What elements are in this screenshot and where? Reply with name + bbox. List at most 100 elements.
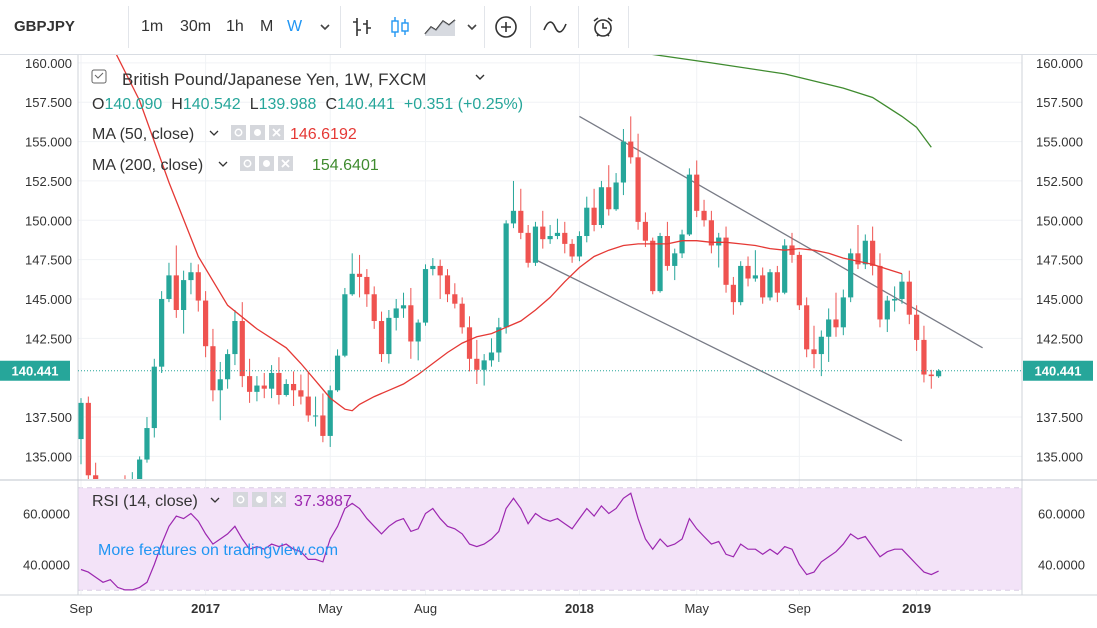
candle-body — [225, 354, 231, 380]
candle-body — [166, 275, 172, 299]
candle-body — [921, 339, 927, 375]
bar-chart-icon[interactable] — [348, 12, 378, 42]
price-tick-label-right: 160.000 — [1036, 56, 1083, 71]
candle-body — [767, 272, 773, 298]
compare-icon[interactable] — [540, 12, 570, 42]
price-tick-label-left: 152.500 — [25, 174, 72, 189]
candle-body — [796, 254, 802, 306]
ma200-settings-icons[interactable] — [240, 156, 293, 171]
promo-link[interactable]: More features on tradingview.com — [98, 542, 338, 559]
price-tick-label-right: 157.500 — [1036, 95, 1083, 110]
candle-body — [730, 284, 736, 303]
candle-body — [518, 210, 524, 233]
candle-body — [334, 355, 341, 391]
candle-body — [510, 210, 517, 224]
candle-body — [188, 272, 194, 281]
candle-body — [342, 294, 348, 356]
ma200-line — [645, 52, 932, 148]
chevron-down-icon[interactable] — [475, 74, 485, 80]
last-price-tag-left — [0, 360, 70, 381]
candle-body — [415, 322, 421, 342]
candle-body — [254, 385, 260, 392]
ma50-label: MA (50, close) — [92, 126, 194, 143]
candle-body — [723, 237, 729, 285]
ma200-label: MA (200, close) — [92, 157, 203, 174]
candle-body — [93, 475, 99, 479]
candle-body — [818, 336, 824, 355]
alert-icon[interactable] — [588, 12, 618, 42]
candle-body — [151, 366, 157, 429]
open-value: 140.090 — [104, 96, 162, 113]
toolbar-divider — [578, 6, 579, 48]
toolbar: GBPJPY 1m 30m 1h M W — [0, 0, 1097, 55]
candle-body — [474, 358, 480, 370]
interval-1m[interactable]: 1m — [141, 18, 164, 35]
candle-body — [826, 319, 832, 337]
chevron-down-icon[interactable] — [460, 12, 484, 42]
time-tick-label: Sep — [788, 601, 811, 616]
channel-lower-line[interactable] — [535, 259, 903, 442]
candle-body — [137, 459, 143, 479]
last-price-tag-left-text: 140.441 — [12, 364, 59, 379]
chevron-down-icon[interactable] — [313, 12, 337, 42]
rsi-settings-icons[interactable] — [233, 492, 286, 507]
price-tick-label-right: 147.500 — [1036, 253, 1083, 268]
candle-body — [181, 280, 187, 310]
interval-month[interactable]: M — [260, 18, 274, 35]
chart-area[interactable]: 160.000 160.000 157.500 157.500 155.000 155.0… — [0, 52, 1097, 623]
high-label: H — [171, 96, 183, 113]
low-value: 139.988 — [259, 96, 317, 113]
chevron-down-icon[interactable] — [209, 130, 219, 136]
candle-body — [430, 265, 436, 270]
candle-body — [283, 383, 289, 395]
candle-body — [642, 221, 649, 241]
chevron-down-icon[interactable] — [210, 497, 220, 503]
candle-body — [694, 174, 700, 211]
symbol-selector[interactable]: GBPJPY — [14, 18, 75, 35]
price-chart-svg[interactable]: 160.000 160.000 157.500 157.500 155.000 155.0… — [0, 52, 1097, 623]
candle-body — [738, 265, 744, 303]
price-tick-label-left: 145.000 — [25, 292, 72, 307]
candle-body — [708, 220, 714, 246]
candle-body — [606, 187, 612, 210]
interval-week[interactable]: W — [287, 18, 303, 35]
candle-body — [320, 415, 326, 436]
candle-body — [312, 415, 319, 417]
candle-body — [349, 273, 355, 295]
candles-icon[interactable] — [385, 12, 415, 42]
low-label: L — [250, 96, 259, 113]
candle-body — [584, 207, 590, 237]
add-indicator-icon[interactable] — [491, 12, 521, 42]
time-tick-label: 2018 — [565, 601, 594, 616]
ma50-value: 146.6192 — [290, 126, 357, 143]
candle-body — [686, 174, 692, 235]
candle-body — [503, 223, 509, 328]
open-label: O — [92, 96, 104, 113]
candle-body — [914, 314, 920, 340]
area-chart-icon[interactable] — [422, 12, 458, 42]
interval-1h[interactable]: 1h — [226, 18, 244, 35]
rsi-line — [80, 492, 939, 591]
candle-body — [752, 275, 758, 279]
candle-body — [540, 226, 546, 240]
candle-body — [811, 349, 817, 355]
candle-body — [672, 253, 678, 266]
price-tick-label-right: 142.500 — [1036, 331, 1083, 346]
candle-body — [422, 269, 429, 323]
candle-body — [745, 265, 751, 279]
ma50-settings-icons[interactable] — [231, 125, 284, 140]
price-tick-label-right: 135.000 — [1036, 449, 1083, 464]
candle-body — [716, 237, 722, 246]
ma50-line — [115, 55, 903, 412]
interval-30m[interactable]: 30m — [180, 18, 212, 35]
candle-body — [268, 372, 275, 389]
candle-body — [444, 275, 451, 295]
channel-upper-line[interactable] — [579, 115, 983, 349]
close-label: C — [325, 96, 337, 113]
price-tick-label-left: 135.000 — [25, 449, 72, 464]
rsi-tick-label-left: 60.0000 — [23, 507, 70, 522]
candle-body — [261, 385, 267, 389]
candle-body — [452, 294, 458, 304]
rsi-tick-label-right: 60.0000 — [1038, 507, 1085, 522]
chevron-down-icon[interactable] — [218, 161, 228, 167]
